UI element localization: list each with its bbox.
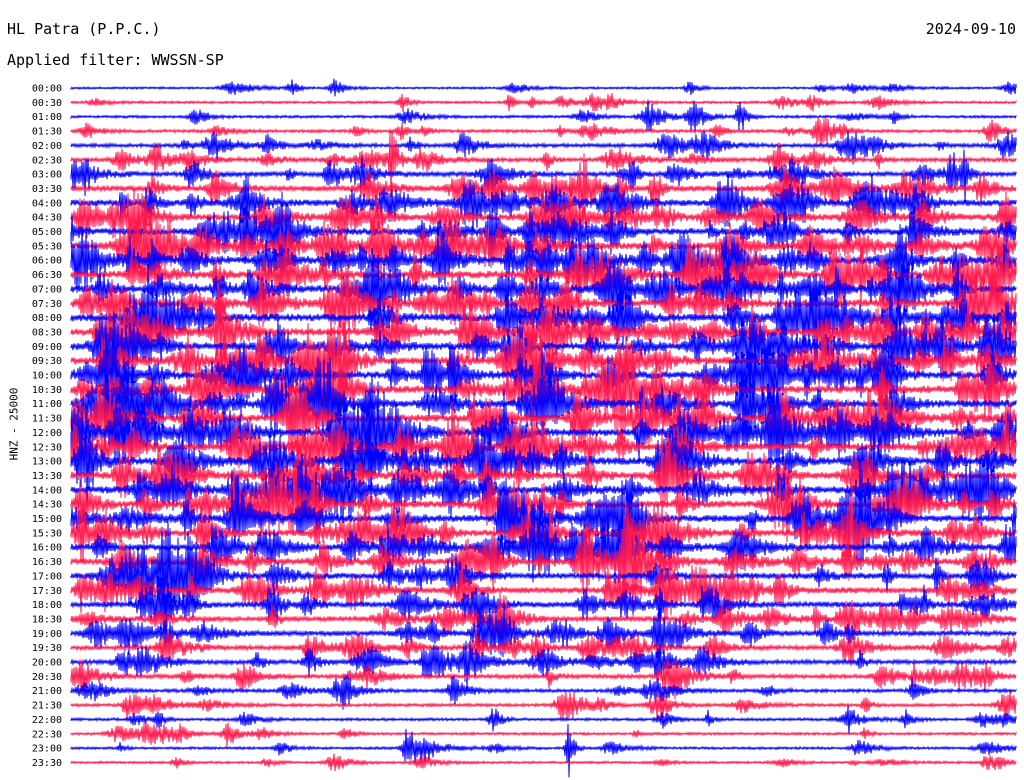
date-label: 2024-09-10 xyxy=(925,20,1016,38)
time-label: 09:00 xyxy=(32,342,62,353)
time-label: 17:30 xyxy=(32,586,62,597)
trace-row xyxy=(70,356,1017,445)
time-label: 10:30 xyxy=(32,385,62,396)
time-label: 14:30 xyxy=(32,500,62,511)
time-label: 21:00 xyxy=(32,686,62,697)
trace-row xyxy=(70,234,1017,320)
time-label: 00:30 xyxy=(32,98,62,109)
time-label: 07:00 xyxy=(32,284,62,295)
time-label: 19:00 xyxy=(32,629,62,640)
time-label: 22:30 xyxy=(32,729,62,740)
time-label-group: 00:00 00:30 01:00 01:30 02:00 02:30 03:00 03:30… xyxy=(32,84,62,769)
trace-row xyxy=(70,412,1017,506)
trace-row xyxy=(70,753,1017,772)
time-label: 19:30 xyxy=(32,643,62,654)
time-label: 08:00 xyxy=(32,313,62,324)
trace-row xyxy=(70,674,1017,710)
time-label: 16:30 xyxy=(32,557,62,568)
trace-row xyxy=(70,721,1017,747)
trace-row xyxy=(70,153,1017,223)
trace-row xyxy=(70,92,1017,112)
trace-row xyxy=(70,593,1017,650)
time-label: 09:30 xyxy=(32,356,62,367)
trace-row xyxy=(70,558,1017,626)
trace-row xyxy=(70,78,1017,97)
time-label: 14:00 xyxy=(32,485,62,496)
trace-row xyxy=(70,99,1017,134)
time-label: 20:00 xyxy=(32,658,62,669)
filter-label: Applied filter: WWSSN-SP xyxy=(7,51,224,69)
trace-row xyxy=(70,575,1017,632)
trace-row xyxy=(70,705,1017,735)
time-label: 07:30 xyxy=(32,299,62,310)
time-label: 00:00 xyxy=(32,84,62,95)
time-label: 05:00 xyxy=(32,227,62,238)
trace-row xyxy=(70,130,1017,165)
time-label: 06:30 xyxy=(32,270,62,281)
time-label: 23:30 xyxy=(32,758,62,769)
trace-row xyxy=(70,224,1017,299)
trace-row xyxy=(70,247,1017,336)
trace-row xyxy=(70,659,1017,700)
time-label: 21:30 xyxy=(32,701,62,712)
time-label: 08:30 xyxy=(32,327,62,338)
trace-row xyxy=(70,626,1017,667)
time-label: 01:00 xyxy=(32,112,62,123)
trace-row xyxy=(70,261,1017,345)
trace-row xyxy=(70,129,1017,198)
time-label: 10:00 xyxy=(32,371,62,382)
trace-row xyxy=(70,501,1017,616)
time-label: 20:30 xyxy=(32,672,62,683)
time-label: 03:00 xyxy=(32,170,62,181)
time-label: 01:30 xyxy=(32,127,62,138)
time-label: 16:00 xyxy=(32,543,62,554)
station-title: HL Patra (P.P.C.) xyxy=(7,20,161,38)
trace-row xyxy=(70,375,1017,455)
trace-row xyxy=(70,507,1017,584)
trace-row xyxy=(70,724,1017,778)
trace-row xyxy=(70,640,1017,691)
trace-group xyxy=(70,78,1017,778)
trace-row xyxy=(70,149,1017,204)
time-label: 12:00 xyxy=(32,428,62,439)
time-label: 13:00 xyxy=(32,457,62,468)
time-label: 04:30 xyxy=(32,213,62,224)
time-label: 15:30 xyxy=(32,528,62,539)
trace-row xyxy=(70,432,1017,513)
time-label: 02:00 xyxy=(32,141,62,152)
trace-row xyxy=(70,292,1017,371)
time-label: 18:30 xyxy=(32,614,62,625)
time-label: 03:30 xyxy=(32,184,62,195)
trace-row xyxy=(70,521,1017,628)
time-label: 06:00 xyxy=(32,256,62,267)
trace-row xyxy=(70,116,1017,149)
trace-row xyxy=(70,602,1017,659)
time-label: 18:00 xyxy=(32,600,62,611)
trace-row xyxy=(70,401,1017,484)
time-label: 04:00 xyxy=(32,198,62,209)
time-label: 17:00 xyxy=(32,571,62,582)
time-label: 02:30 xyxy=(32,155,62,166)
time-label: 11:00 xyxy=(32,399,62,410)
time-label: 22:00 xyxy=(32,715,62,726)
trace-row xyxy=(70,191,1017,273)
time-label: 23:00 xyxy=(32,744,62,755)
time-label: 05:30 xyxy=(32,241,62,252)
time-label: 12:30 xyxy=(32,442,62,453)
trace-row xyxy=(70,312,1017,383)
trace-row xyxy=(70,690,1017,720)
time-label: 15:00 xyxy=(32,514,62,525)
time-label: 11:30 xyxy=(32,414,62,425)
time-label: 13:30 xyxy=(32,471,62,482)
